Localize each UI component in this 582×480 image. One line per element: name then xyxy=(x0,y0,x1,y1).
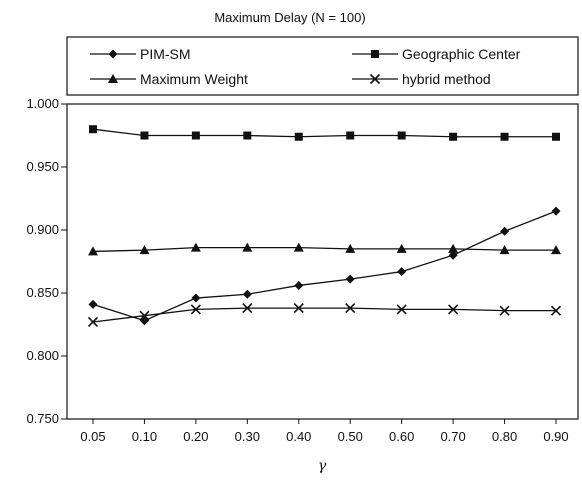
data-point xyxy=(190,304,201,315)
x-tick-label: 0.60 xyxy=(389,429,414,444)
data-point xyxy=(550,305,562,316)
legend-marker xyxy=(108,74,118,83)
series-hybrid-method xyxy=(87,303,562,328)
series-line xyxy=(92,210,557,322)
y-tick-label: 1.000 xyxy=(26,96,59,111)
data-point xyxy=(242,303,253,314)
x-tick-label: 0.20 xyxy=(183,429,208,444)
y-axis: 1.000 0.950 0.900 0.850 0.800 0.750 xyxy=(26,96,67,426)
series-pim-sm xyxy=(88,206,561,326)
x-tick-label: 0.30 xyxy=(235,429,260,444)
legend-item: Geographic Center xyxy=(352,46,521,62)
data-point xyxy=(242,289,252,299)
legend-marker xyxy=(108,49,118,59)
series-layer xyxy=(87,125,562,328)
legend-item: Maximum Weight xyxy=(90,71,248,87)
data-point xyxy=(190,242,201,252)
legend-label: hybrid method xyxy=(402,71,491,87)
y-tick-label: 0.950 xyxy=(26,159,59,174)
data-point xyxy=(293,242,304,252)
legend-box xyxy=(66,36,579,96)
series-maximum-weight xyxy=(88,242,561,256)
legend-label: Maximum Weight xyxy=(140,71,248,87)
x-tick-label: 0.50 xyxy=(338,429,363,444)
data-point xyxy=(88,299,98,309)
data-point xyxy=(448,304,459,315)
data-point xyxy=(87,316,99,328)
legend-label: PIM-SM xyxy=(140,46,191,62)
data-point xyxy=(552,132,560,141)
y-tick-label: 0.900 xyxy=(26,222,59,237)
legend: PIM-SM Geographic Center Maximum Weight hyb… xyxy=(90,46,521,87)
data-point xyxy=(294,280,304,290)
legend-marker xyxy=(371,50,379,58)
data-point xyxy=(500,226,510,236)
x-tick-label: 0.05 xyxy=(80,429,105,444)
x-tick-label: 0.10 xyxy=(132,429,157,444)
x-tick-label: 0.90 xyxy=(543,429,568,444)
x-axis: 0.05 0.10 0.20 0.30 0.40 0.50 0.60 0.70 0.80 0.90 xyxy=(80,419,569,444)
data-point xyxy=(346,131,355,140)
data-point xyxy=(345,303,356,314)
legend-label: Geographic Center xyxy=(402,46,521,62)
legend-item: hybrid method xyxy=(352,71,491,87)
data-point xyxy=(191,131,200,140)
data-point xyxy=(499,245,510,255)
data-point xyxy=(242,242,253,252)
x-tick-label: 0.70 xyxy=(440,429,465,444)
x-axis-label: γ xyxy=(318,458,327,474)
y-tick-label: 0.850 xyxy=(26,285,59,300)
data-point xyxy=(88,246,98,256)
series-line xyxy=(92,128,556,138)
data-point xyxy=(396,243,407,253)
data-point xyxy=(294,132,303,141)
data-point xyxy=(345,243,356,253)
data-point xyxy=(139,310,150,321)
series-line xyxy=(92,307,556,323)
data-point xyxy=(397,131,406,140)
data-point xyxy=(191,293,201,303)
data-point xyxy=(499,305,510,316)
x-tick-label: 0.80 xyxy=(492,429,517,444)
data-point xyxy=(89,125,97,134)
chart-title: Maximum Delay (N = 100) xyxy=(214,10,365,25)
y-tick-label: 0.800 xyxy=(26,348,59,363)
data-point xyxy=(551,206,561,216)
data-point xyxy=(396,304,407,315)
data-point xyxy=(449,132,458,141)
data-point xyxy=(140,131,149,140)
data-point xyxy=(500,132,509,141)
data-point xyxy=(139,245,150,255)
y-tick-label: 0.750 xyxy=(26,411,59,426)
data-point xyxy=(345,274,355,284)
data-point xyxy=(397,267,407,277)
data-point xyxy=(448,250,458,260)
x-tick-label: 0.40 xyxy=(286,429,311,444)
data-point xyxy=(293,303,304,314)
data-point xyxy=(243,131,252,140)
legend-item: PIM-SM xyxy=(90,46,191,62)
data-point xyxy=(448,243,459,253)
plot-area xyxy=(66,103,579,420)
data-point xyxy=(551,245,561,255)
legend-marker xyxy=(369,73,381,85)
series-geographic-center xyxy=(89,125,560,141)
series-line xyxy=(92,246,556,253)
